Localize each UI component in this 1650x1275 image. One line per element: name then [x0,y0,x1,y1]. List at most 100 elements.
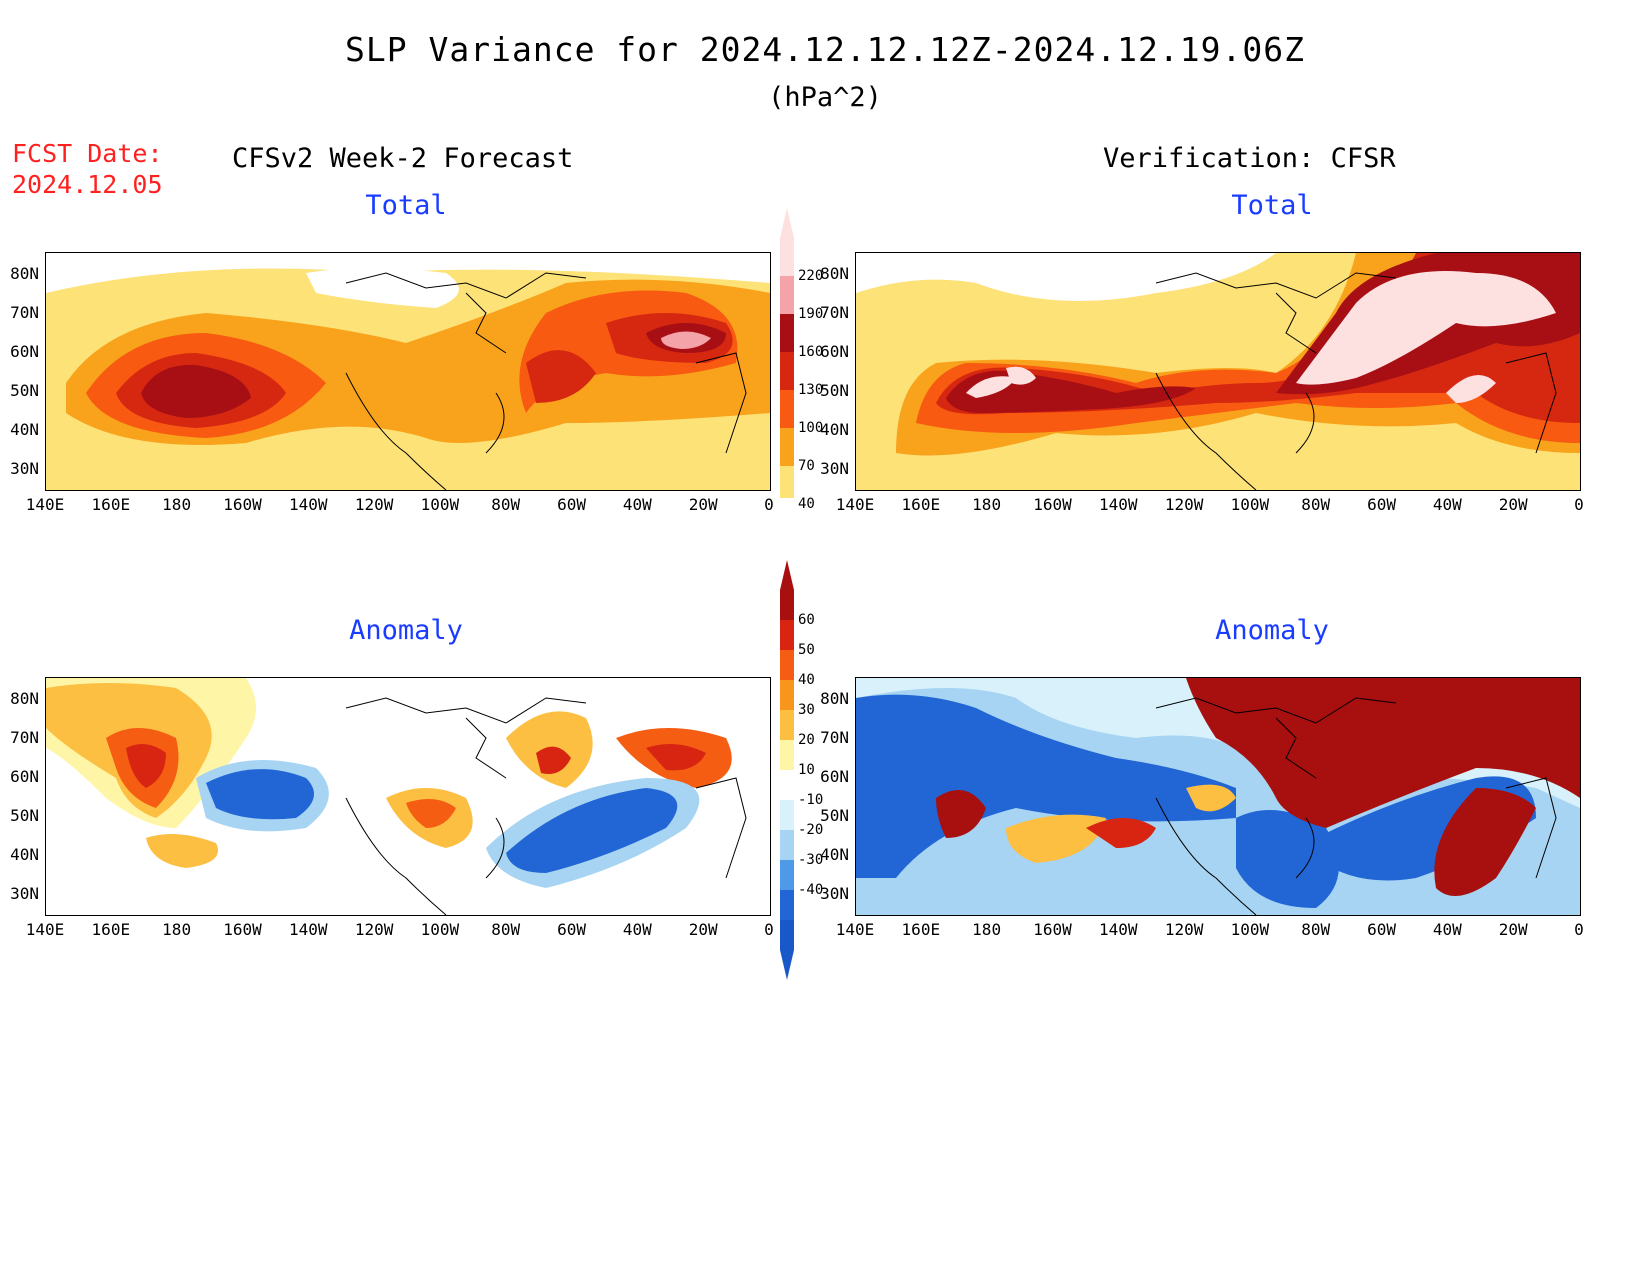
lon-label: 160W [1033,920,1072,939]
lon-label: 140E [835,495,875,514]
verification-column-title: Verification: CFSR [1103,143,1396,174]
lon-label: 180 [162,495,192,514]
total-colorbar [780,208,794,498]
lon-label: 160W [223,495,262,514]
lon-label: 20W [688,920,718,939]
lon-label: 20W [1498,920,1528,939]
forecast-column-title: CFSv2 Week-2 Forecast [232,143,574,174]
lat-label: 60N [820,767,849,786]
lon-label: 140W [1099,920,1138,939]
lon-label: 20W [1498,495,1528,514]
lon-label: 180 [972,495,1002,514]
main-title: SLP Variance for 2024.12.12.12Z-2024.12.… [345,30,1305,69]
colorbar-swatch [780,770,794,800]
lat-label: 40N [10,845,39,864]
colorbar-top-arrow [780,560,794,590]
lon-label: 140E [835,920,875,939]
colorbar-swatch [780,710,794,740]
colorbar-label: -20 [798,822,824,838]
colorbar-swatch [780,314,794,352]
lat-label: 30N [10,884,39,903]
lon-label: 160E [901,495,941,514]
lon-label: 40W [1432,920,1462,939]
lat-label: 80N [10,264,39,283]
verification-total-map [855,252,1581,491]
lat-label: 30N [820,459,849,478]
lon-label: 80W [1301,495,1331,514]
lon-label: 140W [289,920,328,939]
lon-label: 160W [1033,495,1072,514]
lat-label: 50N [820,381,849,400]
lon-label: 140W [1099,495,1138,514]
forecast-total-map [45,252,771,491]
colorbar-top-arrow [780,208,794,238]
lat-label: 70N [10,728,39,747]
units-label: (hPa^2) [768,82,882,113]
lat-label: 80N [820,689,849,708]
colorbar-label: 60 [798,612,815,628]
lon-label: 180 [972,920,1002,939]
lon-label: 60W [557,920,586,939]
colorbar-swatch [780,830,794,860]
lat-label: 60N [10,767,39,786]
lon-label: 80W [491,495,521,514]
fcst-date-caption: FCST Date: [12,139,163,168]
colorbar-swatch [780,680,794,710]
colorbar-label: 190 [798,306,824,322]
colorbar-label: 220 [798,268,824,284]
verification-total-subtitle: Total [1231,190,1313,221]
lat-label: 40N [10,420,39,439]
lon-label: 60W [557,495,586,514]
lon-label: 20W [688,495,718,514]
colorbar-label: 50 [798,642,815,658]
colorbar-label: 130 [798,382,824,398]
lat-label: 50N [820,806,849,825]
lon-label: 100W [1230,495,1270,514]
lon-label: 160E [901,920,941,939]
colorbar-swatch [780,650,794,680]
colorbar-label: 70 [798,458,815,474]
lat-label: 30N [10,459,39,478]
lon-label: 120W [1164,495,1204,514]
colorbar-swatch [780,860,794,890]
lat-label: 60N [10,342,39,361]
lon-label: 80W [1301,920,1331,939]
colorbar-swatch [780,800,794,830]
lon-label: 100W [420,495,460,514]
lon-label: 60W [1367,495,1396,514]
lon-label: 160W [223,920,262,939]
colorbar-label: 20 [798,732,815,748]
lat-label: 80N [820,264,849,283]
lat-label: 60N [820,342,849,361]
lon-label: 40W [622,920,652,939]
colorbar-swatch [780,590,794,620]
lat-label: 70N [10,303,39,322]
colorbar-label: -40 [798,882,824,898]
lon-label: 120W [354,920,394,939]
lat-label: 50N [10,806,39,825]
lon-label: 60W [1367,920,1396,939]
lat-label: 50N [10,381,39,400]
anomaly-colorbar [780,560,794,980]
colorbar-swatch [780,740,794,770]
verification-anomaly-map [855,677,1581,916]
colorbar-swatch [780,920,794,950]
colorbar-swatch [780,620,794,650]
colorbar-swatch [780,890,794,920]
lon-label: 100W [1230,920,1270,939]
lat-label: 30N [820,884,849,903]
lon-label: 40W [622,495,652,514]
colorbar-swatch [780,466,794,498]
lon-label: 120W [354,495,394,514]
colorbar-label: -30 [798,852,824,868]
lon-label: 180 [162,920,192,939]
lon-label: 120W [1164,920,1204,939]
colorbar-swatch [780,390,794,428]
verification-anomaly-subtitle: Anomaly [1215,615,1329,646]
colorbar-label: 10 [798,762,815,778]
forecast-anomaly-map [45,677,771,916]
colorbar-label: 40 [798,672,815,688]
forecast-anomaly-subtitle: Anomaly [349,615,463,646]
lat-label: 70N [820,728,849,747]
lon-label: 160E [91,495,131,514]
